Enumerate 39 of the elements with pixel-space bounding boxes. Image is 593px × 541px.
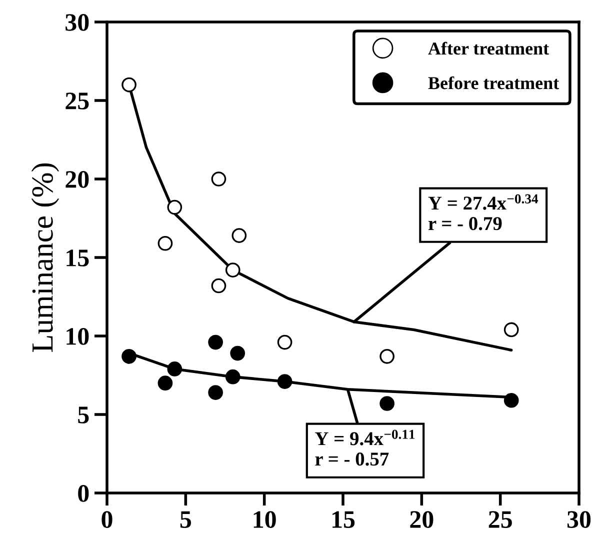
point <box>504 322 519 338</box>
x-tick-label: 0 <box>102 511 112 528</box>
annotation: Y = 9.4x$^{−0.11}$ r = - 0.57 <box>315 430 415 466</box>
point <box>230 346 246 361</box>
x-tick-label: 5 <box>180 511 192 528</box>
point <box>225 369 240 384</box>
y-tick-label: 20 <box>66 171 89 188</box>
legend-label: After treatment <box>428 42 550 55</box>
x-tick-label: 25 <box>488 511 512 528</box>
point <box>211 172 226 186</box>
point <box>158 236 173 251</box>
legend-label: Before treatment <box>428 76 560 90</box>
point <box>208 385 223 400</box>
point <box>232 228 247 243</box>
point <box>122 348 136 364</box>
x-tick-label: 15 <box>332 511 355 528</box>
point <box>225 262 240 278</box>
y-tick-label: 30 <box>66 14 89 31</box>
point <box>380 348 394 364</box>
point <box>167 362 182 376</box>
point <box>277 374 292 389</box>
y-tick-label: 10 <box>66 328 89 345</box>
annotation: Y = 27.4x$^{−0.34}$ r = - 0.79 <box>428 194 538 230</box>
y-tick-label: 25 <box>66 92 89 110</box>
x-tick-label: 20 <box>410 511 434 528</box>
point <box>167 200 182 215</box>
y-tick-label: 15 <box>66 250 89 266</box>
point <box>122 77 136 92</box>
point <box>380 396 394 411</box>
point <box>277 334 292 350</box>
x-tick-label: 10 <box>254 511 276 528</box>
point <box>208 334 223 350</box>
y-axis-title: Luminance (%) <box>31 163 60 352</box>
y-tick-label: 0 <box>78 485 89 502</box>
y-tick-label: 5 <box>78 406 89 424</box>
x-tick-label: 30 <box>567 511 591 528</box>
point <box>211 278 226 294</box>
point <box>504 392 519 408</box>
point <box>158 376 173 391</box>
